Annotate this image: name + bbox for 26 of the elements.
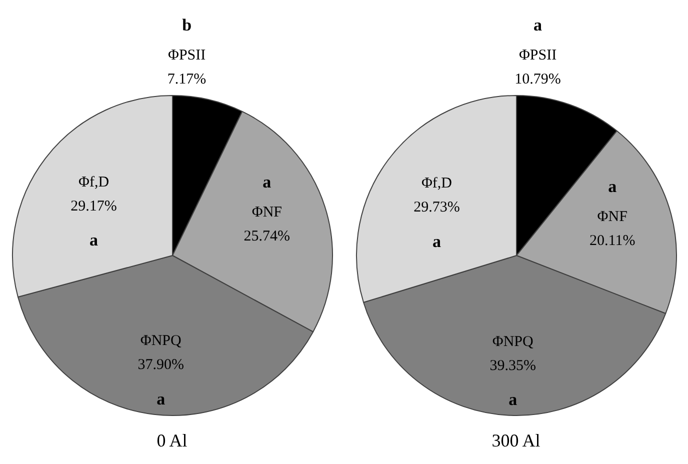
- text: a: [156, 389, 166, 408]
- slice-label: Φf,D: [78, 174, 110, 190]
- slice-label: ΦNPQ: [492, 334, 534, 350]
- data-label: 39.35%: [490, 358, 536, 374]
- slice-label: ΦPSII: [518, 48, 557, 64]
- data-label: 10.79%: [514, 72, 561, 88]
- text: 300 Al: [492, 430, 540, 450]
- slice-label: ΦNPQ: [140, 333, 182, 350]
- text: a: [534, 16, 542, 35]
- data-label: 7.17%: [167, 72, 206, 88]
- text: a: [262, 172, 272, 192]
- text: a: [608, 177, 617, 196]
- text: b: [182, 16, 192, 35]
- slice-label: ΦNF: [597, 209, 628, 226]
- text: a: [90, 230, 98, 250]
- data-label: 29.73%: [414, 200, 460, 216]
- data-label: 37.90%: [138, 357, 184, 374]
- text: a: [508, 390, 518, 409]
- data-label: 25.74%: [244, 228, 290, 244]
- text: 0 Al: [156, 430, 188, 450]
- data-label: 20.11%: [590, 233, 636, 250]
- slice-label: ΦNF: [252, 204, 282, 220]
- slice-label: ΦPSII: [168, 48, 206, 64]
- data-label: 29.17%: [70, 198, 117, 214]
- slice-label: Φf,D: [421, 176, 452, 192]
- text: a: [432, 232, 441, 251]
